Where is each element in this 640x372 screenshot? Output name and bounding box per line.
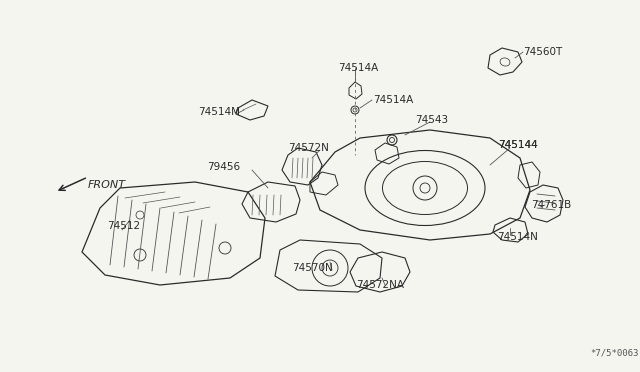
Text: 74572NA: 74572NA — [356, 280, 404, 290]
Text: 74512: 74512 — [107, 221, 140, 231]
Text: 74560T: 74560T — [523, 47, 563, 57]
Text: FRONT: FRONT — [88, 180, 126, 190]
Text: 745144: 745144 — [498, 140, 538, 150]
Text: 79456: 79456 — [207, 162, 240, 172]
Text: 74543: 74543 — [415, 115, 448, 125]
Text: 74514N: 74514N — [497, 232, 538, 242]
Text: 74514M: 74514M — [198, 107, 240, 117]
Text: 745144: 745144 — [498, 140, 538, 150]
Text: 74514A: 74514A — [373, 95, 413, 105]
Text: *7/5*0063: *7/5*0063 — [590, 348, 638, 357]
Text: 74572N: 74572N — [288, 143, 329, 153]
Text: 74570N: 74570N — [292, 263, 333, 273]
Text: 74514A: 74514A — [338, 63, 378, 73]
Text: 74761B: 74761B — [531, 200, 572, 210]
